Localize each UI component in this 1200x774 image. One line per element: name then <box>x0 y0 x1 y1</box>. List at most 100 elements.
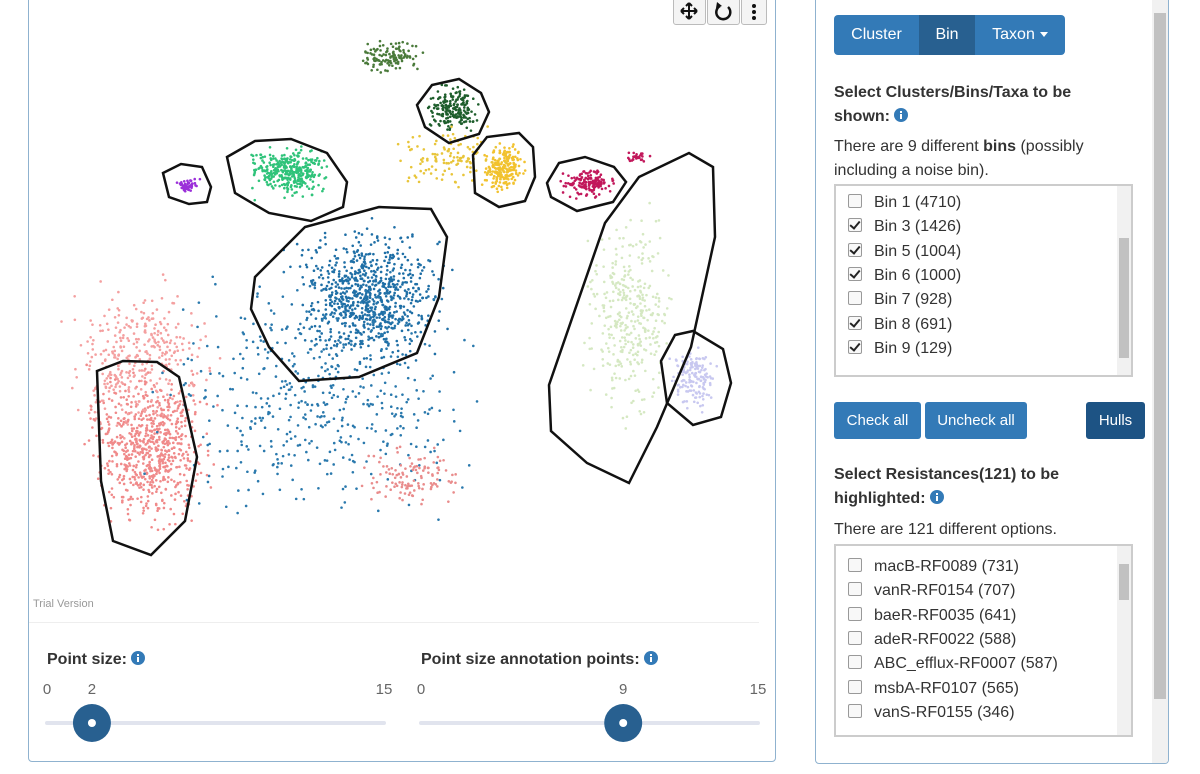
point <box>110 384 113 388</box>
point <box>147 488 150 492</box>
point <box>206 449 210 453</box>
point <box>369 48 373 52</box>
point <box>619 290 622 294</box>
slider[interactable]: 0 2 15 <box>27 677 407 757</box>
point <box>167 456 171 459</box>
point <box>122 395 126 399</box>
info-icon[interactable] <box>643 651 658 665</box>
checkbox[interactable] <box>848 291 862 306</box>
point <box>688 368 692 372</box>
point <box>633 154 637 158</box>
checkbox[interactable] <box>848 558 862 572</box>
point <box>252 322 255 326</box>
point <box>421 51 425 54</box>
button[interactable]: Hulls <box>1086 402 1145 439</box>
tab[interactable]: Cluster <box>834 15 919 55</box>
checkbox[interactable] <box>848 582 862 597</box>
point <box>329 335 333 338</box>
point <box>341 456 345 459</box>
pan-tool[interactable] <box>673 0 706 25</box>
bin-item[interactable]: Bin 7 (928) <box>848 288 952 312</box>
point <box>379 276 383 280</box>
point <box>266 351 270 354</box>
button[interactable]: Check all <box>834 402 921 439</box>
checkbox[interactable] <box>848 218 862 233</box>
info-icon[interactable] <box>131 651 146 665</box>
point <box>268 161 271 165</box>
checkbox[interactable] <box>848 194 862 208</box>
resistance-item[interactable]: vanR-RF0154 (707) <box>848 579 1015 603</box>
resistance-item[interactable]: baeR-RF0035 (641) <box>848 604 1016 628</box>
info-icon[interactable] <box>929 490 944 504</box>
point <box>122 449 126 453</box>
resistance-item[interactable]: vanS-RF0155 (346) <box>848 701 1015 725</box>
point <box>272 180 276 184</box>
heading-text: Select Resistances(121) to be highlighte… <box>834 466 1059 507</box>
point <box>95 434 98 438</box>
tab[interactable]: Taxon <box>975 15 1065 55</box>
point <box>345 286 348 290</box>
point <box>333 312 336 315</box>
point <box>401 240 404 244</box>
tab[interactable]: Bin <box>919 15 975 55</box>
button[interactable]: Uncheck all <box>925 402 1027 439</box>
bin-item[interactable]: Bin 1 (4710) <box>848 191 961 215</box>
point <box>240 443 244 447</box>
checkbox[interactable] <box>848 606 862 621</box>
point <box>467 108 470 112</box>
bin-item[interactable]: Bin 3 (1426) <box>848 215 961 239</box>
menu-tool[interactable] <box>741 0 767 25</box>
point <box>396 62 400 65</box>
checkbox[interactable] <box>848 655 862 670</box>
point <box>430 165 434 168</box>
point <box>308 284 312 288</box>
point <box>350 275 354 279</box>
slider[interactable]: 0 9 15 <box>401 677 781 757</box>
point <box>183 499 186 503</box>
point <box>137 476 140 479</box>
point <box>155 449 158 453</box>
point <box>417 262 420 266</box>
bin-item[interactable]: Bin 8 (691) <box>848 313 952 337</box>
point <box>316 267 320 270</box>
checkbox[interactable] <box>848 703 862 718</box>
point <box>383 319 387 323</box>
point <box>145 502 148 505</box>
resistance-item[interactable]: macB-RF0089 (731) <box>848 555 1019 579</box>
scroll-thumb[interactable] <box>1154 13 1166 699</box>
point <box>411 293 415 296</box>
resistance-item[interactable]: ABC_efflux-RF0007 (587) <box>848 652 1058 676</box>
bin-item[interactable]: Bin 9 (129) <box>848 337 952 361</box>
point <box>170 388 173 391</box>
point <box>330 282 334 286</box>
checkbox[interactable] <box>848 315 862 330</box>
point <box>372 252 375 256</box>
point <box>378 280 382 283</box>
point <box>197 444 200 448</box>
point <box>590 322 594 325</box>
point <box>651 395 654 398</box>
checkbox[interactable] <box>848 242 862 257</box>
point <box>161 423 165 427</box>
point <box>260 419 263 422</box>
point <box>637 256 641 259</box>
checkbox[interactable] <box>848 339 862 354</box>
point <box>135 437 138 441</box>
resistance-item[interactable]: adeR-RF0022 (588) <box>848 628 1016 652</box>
scroll-thumb[interactable] <box>1119 564 1129 600</box>
checkbox[interactable] <box>848 266 862 281</box>
reset-tool[interactable] <box>707 0 740 25</box>
hull <box>161 162 213 206</box>
point <box>377 281 380 285</box>
point <box>588 336 591 340</box>
resistance-item[interactable]: msbA-RF0107 (565) <box>848 677 1019 701</box>
point <box>156 333 160 337</box>
info-icon[interactable] <box>894 108 908 122</box>
bin-label: Bin 3 (1426) <box>874 218 962 236</box>
point <box>328 391 331 395</box>
scroll-thumb[interactable] <box>1119 238 1129 358</box>
checkbox[interactable] <box>848 679 862 694</box>
bin-item[interactable]: Bin 6 (1000) <box>848 264 961 288</box>
checkbox[interactable] <box>848 630 862 645</box>
bin-item[interactable]: Bin 5 (1004) <box>848 240 961 264</box>
